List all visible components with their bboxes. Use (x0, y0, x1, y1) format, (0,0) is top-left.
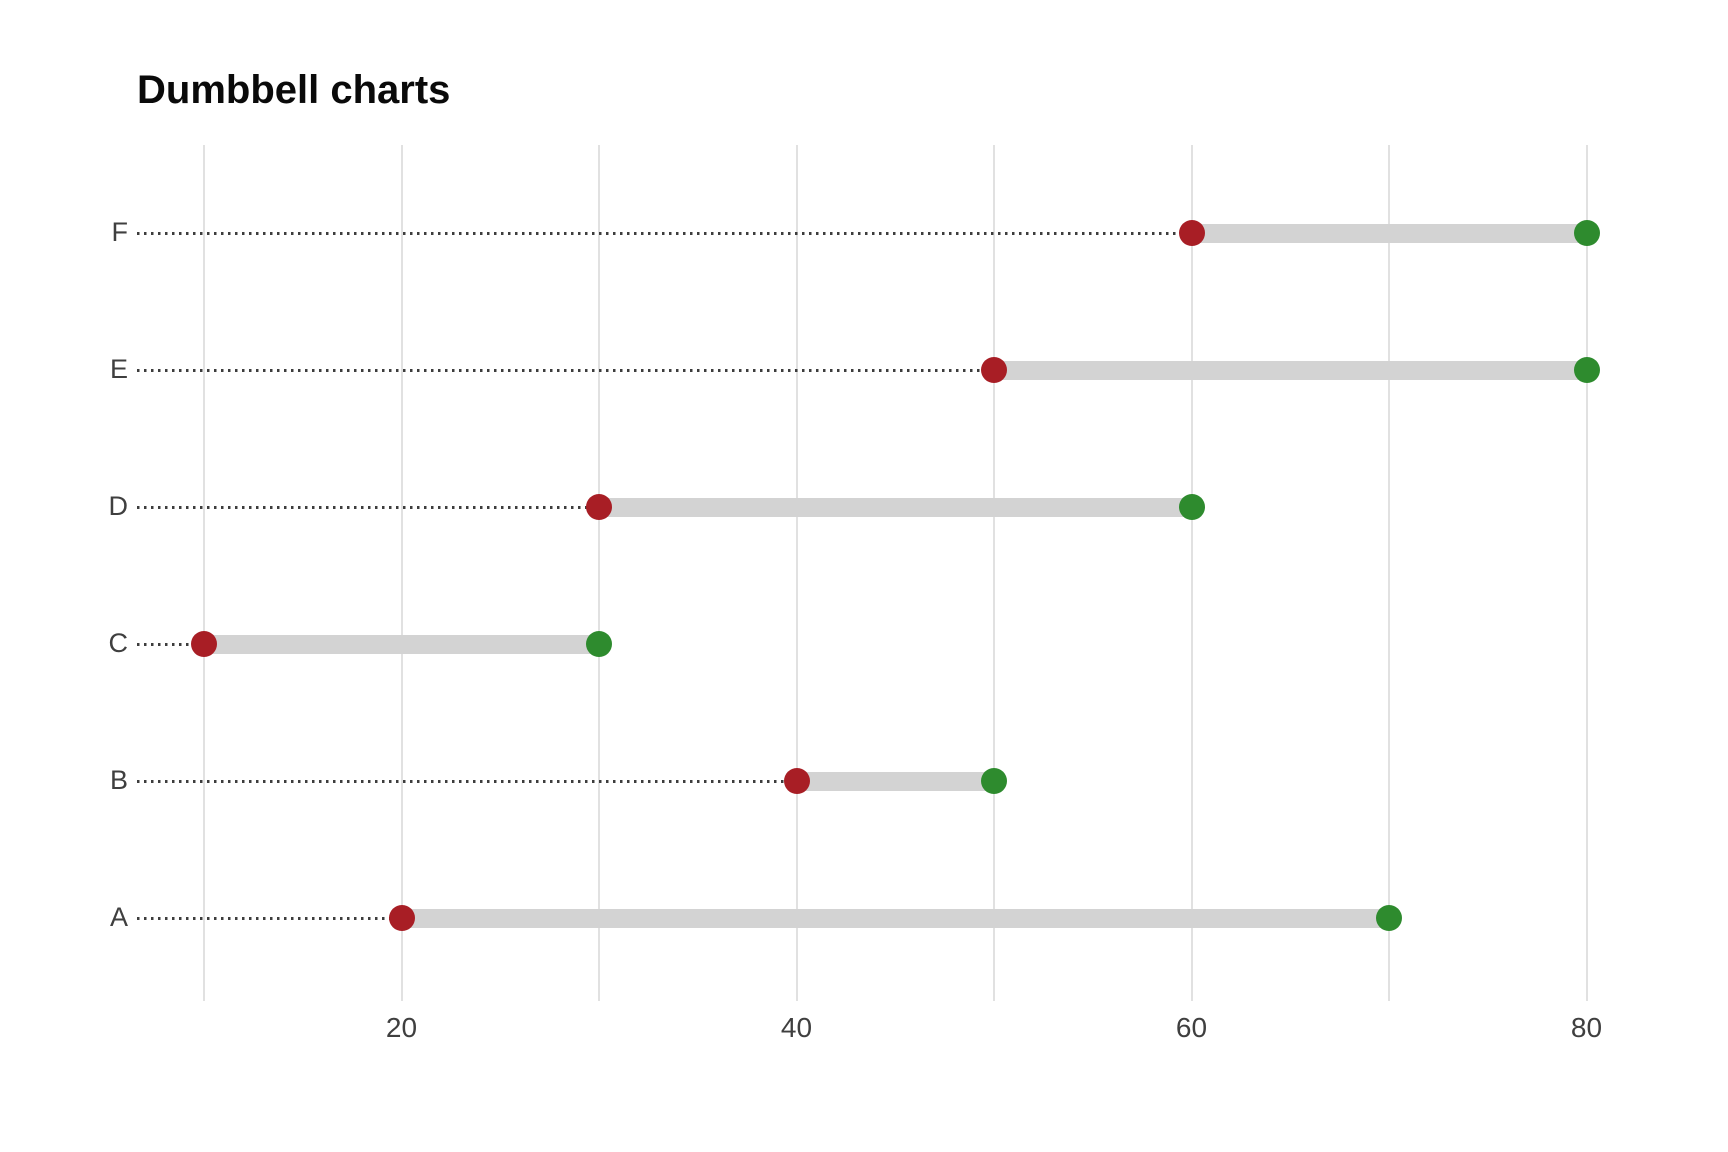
category-label: B (109, 765, 128, 795)
category-label: D (108, 491, 129, 521)
leader-line (137, 368, 984, 372)
end-dot (1376, 905, 1402, 931)
range-bar (796, 771, 994, 791)
start-dot (191, 631, 217, 657)
end-dot (1573, 220, 1600, 246)
x-axis-tick-label: 80 (1570, 1012, 1603, 1043)
range-bar (994, 360, 1587, 380)
end-dot (1573, 357, 1600, 383)
category-label: F (111, 217, 129, 247)
x-axis-tick-label: 60 (1175, 1012, 1208, 1043)
leader-line (137, 231, 1182, 235)
x-gridline (203, 145, 205, 1001)
start-dot (388, 905, 415, 931)
range-bar (1191, 223, 1587, 243)
category-label: C (108, 628, 129, 658)
x-gridline (598, 145, 600, 1001)
range-bar (401, 908, 1389, 928)
start-dot (981, 357, 1007, 383)
leader-line (137, 779, 787, 783)
x-gridline (400, 145, 403, 1001)
start-dot (783, 768, 810, 794)
x-gridline (993, 145, 995, 1001)
leader-line (137, 916, 392, 920)
x-gridline (1585, 145, 1588, 1001)
category-label: E (109, 354, 128, 384)
x-gridline (1190, 145, 1193, 1001)
x-axis-tick-label: 20 (385, 1012, 418, 1043)
category-label: A (109, 902, 128, 932)
start-dot (1178, 220, 1205, 246)
range-bar (204, 634, 599, 654)
end-dot (586, 631, 612, 657)
x-gridline (1388, 145, 1390, 1001)
end-dot (981, 768, 1007, 794)
chart-title: Dumbbell charts (137, 68, 451, 112)
end-dot (1178, 494, 1205, 520)
x-gridline (795, 145, 798, 1001)
x-axis-tick-label: 40 (780, 1012, 813, 1043)
range-bar (599, 497, 1192, 517)
leader-line (137, 505, 589, 509)
start-dot (586, 494, 612, 520)
leader-line (137, 642, 194, 646)
